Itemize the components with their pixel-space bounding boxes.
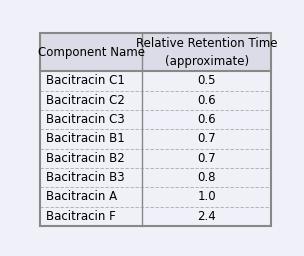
Text: Relative Retention Time
(approximate): Relative Retention Time (approximate) xyxy=(136,37,277,68)
Text: Bacitracin B3: Bacitracin B3 xyxy=(46,171,125,184)
Text: Bacitracin B2: Bacitracin B2 xyxy=(46,152,125,165)
Text: 0.8: 0.8 xyxy=(197,171,216,184)
Text: Component Name: Component Name xyxy=(38,46,145,59)
Text: 0.6: 0.6 xyxy=(197,94,216,107)
Text: 0.7: 0.7 xyxy=(197,132,216,145)
Text: Bacitracin C3: Bacitracin C3 xyxy=(46,113,125,126)
Text: Bacitracin C1: Bacitracin C1 xyxy=(46,74,125,88)
Text: 0.6: 0.6 xyxy=(197,113,216,126)
Text: Bacitracin F: Bacitracin F xyxy=(46,210,116,223)
Text: Bacitracin B1: Bacitracin B1 xyxy=(46,132,125,145)
Text: 0.7: 0.7 xyxy=(197,152,216,165)
Text: Bacitracin C2: Bacitracin C2 xyxy=(46,94,125,107)
Text: Bacitracin A: Bacitracin A xyxy=(46,190,117,204)
Text: 0.5: 0.5 xyxy=(197,74,216,88)
Bar xyxy=(40,33,271,71)
Text: 2.4: 2.4 xyxy=(197,210,216,223)
Text: 1.0: 1.0 xyxy=(197,190,216,204)
